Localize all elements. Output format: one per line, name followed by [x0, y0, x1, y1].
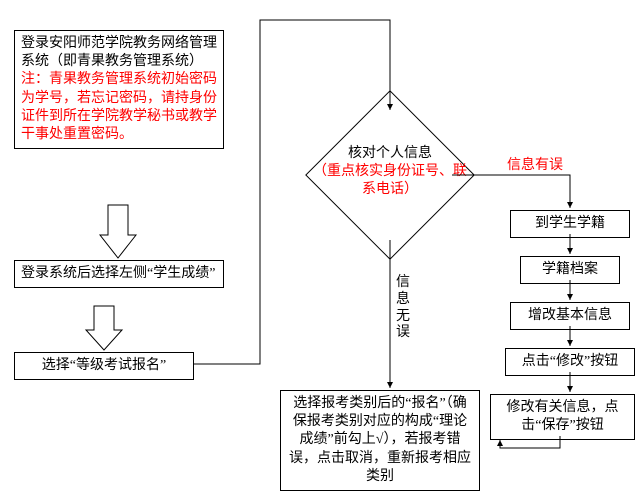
- choose-cat-text: 选择报考类别后的“报名”（确保报考类别对应的构成“理论成绩”前勾上√），若报考错…: [289, 396, 471, 484]
- arrow-select-to-exam: [86, 306, 122, 350]
- label-info-wrong: 信息有误: [500, 158, 570, 175]
- login-text-note: 注：青果教务管理系统初始密码为学号，若忘记密码，请持身份证件到所在学院教学秘书或…: [21, 72, 217, 142]
- click-mod-text: 点击“修改”按钮: [522, 354, 618, 369]
- save-info-text: 修改有关信息，点击“保存”按钮: [507, 400, 619, 433]
- node-select-left: 登录系统后选择左侧“学生成绩”: [14, 260, 224, 288]
- arrow-login-to-select: [100, 205, 136, 258]
- node-choose-cat: 选择报考类别后的“报名”（确保报考类别对应的构成“理论成绩”前勾上√），若报考错…: [280, 390, 480, 491]
- node-login: 登录安阳师范学院教务网络管理系统（即青果教务管理系统） 注：青果教务管理系统初始…: [14, 30, 224, 149]
- node-click-mod: 点击“修改”按钮: [505, 348, 635, 376]
- label-info-ok: 信息无误: [395, 275, 411, 342]
- add-info-text: 增改基本信息: [528, 308, 612, 323]
- xueji-file-text: 学籍档案: [542, 262, 598, 277]
- select-left-text: 登录系统后选择左侧“学生成绩”: [21, 266, 215, 281]
- node-goto-xueji: 到学生学籍: [510, 210, 630, 238]
- login-text-main: 登录安阳师范学院教务网络管理系统（即青果教务管理系统）: [21, 36, 217, 69]
- goto-xueji-text: 到学生学籍: [535, 216, 605, 231]
- node-select-exam: 选择“等级考试报名”: [14, 352, 194, 380]
- node-xueji-file: 学籍档案: [520, 256, 620, 284]
- node-add-info: 增改基本信息: [510, 302, 630, 330]
- node-save-info: 修改有关信息，点击“保存”按钮: [490, 394, 635, 440]
- select-exam-text: 选择“等级考试报名”: [42, 358, 166, 373]
- node-verify-diamond: [305, 90, 475, 260]
